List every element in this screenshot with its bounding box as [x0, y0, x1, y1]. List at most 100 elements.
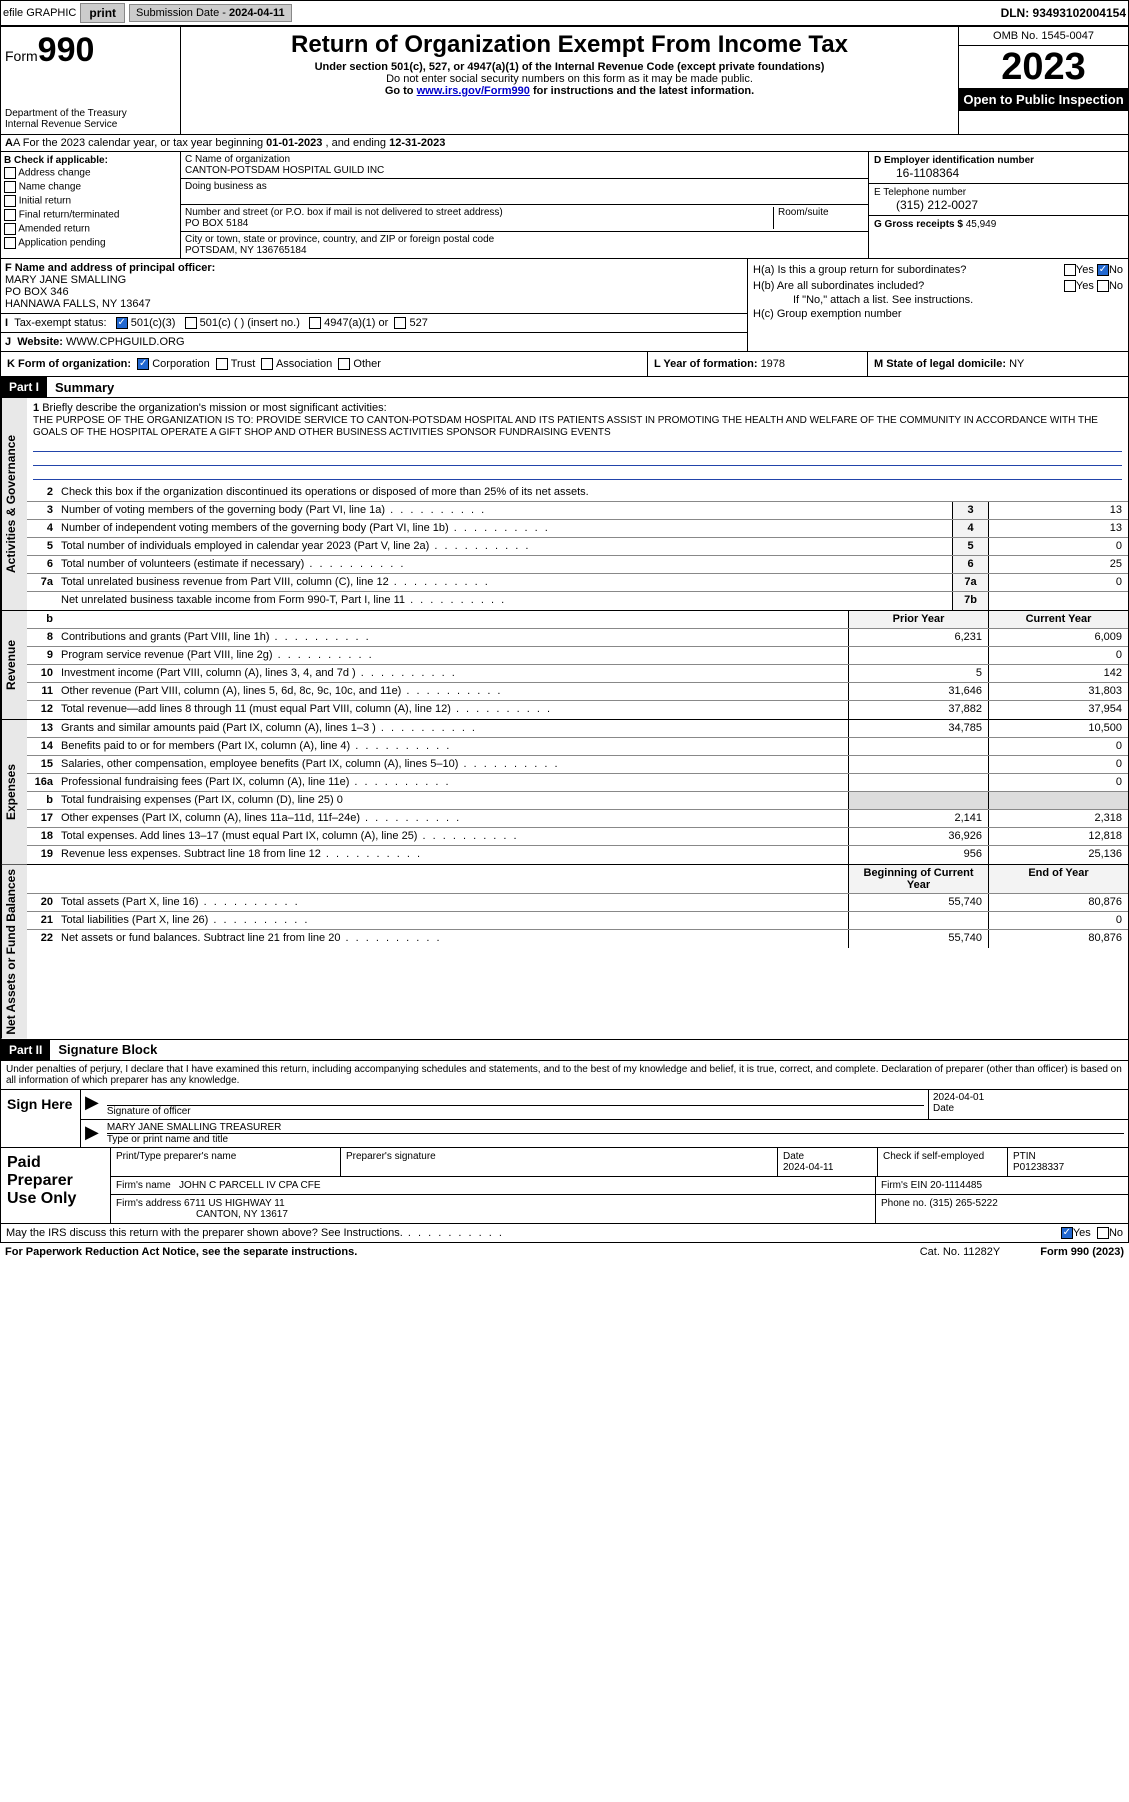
summary-line: 9Program service revenue (Part VIII, lin… [27, 647, 1128, 665]
submission-date: Submission Date - 2024-04-11 [129, 4, 292, 22]
identity-block: B Check if applicable: Address change Na… [0, 152, 1129, 259]
summary-line: 6Total number of volunteers (estimate if… [27, 556, 1128, 574]
cb-trust[interactable] [216, 358, 228, 370]
phone: (315) 212-0027 [874, 198, 1123, 212]
summary-line: 21Total liabilities (Part X, line 26)0 [27, 912, 1128, 930]
cb-other[interactable] [338, 358, 350, 370]
vtab-expenses: Expenses [1, 720, 27, 864]
subtitle-1: Under section 501(c), 527, or 4947(a)(1)… [185, 61, 954, 73]
summary-line: 13Grants and similar amounts paid (Part … [27, 720, 1128, 738]
firm-phone: (315) 265-5222 [929, 1198, 997, 1209]
form-header: Form990 Department of the Treasury Inter… [0, 26, 1129, 135]
summary-line: 12Total revenue—add lines 8 through 11 (… [27, 701, 1128, 719]
form-id: Form990 Department of the Treasury Inter… [1, 27, 181, 134]
form-title: Return of Organization Exempt From Incom… [185, 31, 954, 59]
col-de: D Employer identification number 16-1108… [868, 152, 1128, 258]
cb-4947[interactable] [309, 317, 321, 329]
officer-name: MARY JANE SMALLING [5, 274, 126, 286]
subtitle-2: Do not enter social security numbers on … [185, 73, 954, 85]
summary-line: 5Total number of individuals employed in… [27, 538, 1128, 556]
ha-no[interactable]: ✓ [1097, 264, 1109, 276]
irs-discuss: May the IRS discuss this return with the… [0, 1224, 1129, 1243]
paperwork-footer: For Paperwork Reduction Act Notice, see … [0, 1243, 1129, 1261]
ptin: P01238337 [1013, 1162, 1064, 1173]
top-bar: efile GRAPHIC print Submission Date - 20… [0, 0, 1129, 26]
cb-527[interactable] [394, 317, 406, 329]
section-netassets: Net Assets or Fund Balances Beginning of… [0, 865, 1129, 1040]
summary-line: 19Revenue less expenses. Subtract line 1… [27, 846, 1128, 864]
summary-line: 18Total expenses. Add lines 13–17 (must … [27, 828, 1128, 846]
omb-number: OMB No. 1545-0047 [959, 27, 1128, 46]
summary-line: 16aProfessional fundraising fees (Part I… [27, 774, 1128, 792]
summary-line: 7aTotal unrelated business revenue from … [27, 574, 1128, 592]
cb-final-return[interactable]: Final return/terminated [4, 208, 177, 222]
summary-line: 10Investment income (Part VIII, column (… [27, 665, 1128, 683]
sign-date: 2024-04-01 [933, 1092, 1124, 1103]
ein: 16-1108364 [874, 166, 1123, 180]
org-name: CANTON-POTSDAM HOSPITAL GUILD INC [185, 165, 864, 176]
cb-initial-return[interactable]: Initial return [4, 194, 177, 208]
vtab-revenue: Revenue [1, 611, 27, 719]
tax-year-line: AA For the 2023 calendar year, or tax ye… [0, 135, 1129, 152]
summary-line: 20Total assets (Part X, line 16)55,74080… [27, 894, 1128, 912]
summary-line: Net unrelated business taxable income fr… [27, 592, 1128, 610]
ha-yes[interactable] [1064, 264, 1076, 276]
open-public-badge: Open to Public Inspection [959, 88, 1128, 111]
form-number: Form 990 (2023) [1040, 1246, 1124, 1258]
preparer-block: Paid Preparer Use Only Print/Type prepar… [0, 1148, 1129, 1224]
tax-year: 2023 [959, 46, 1128, 88]
col-b-checkboxes: B Check if applicable: Address change Na… [1, 152, 181, 258]
mission-text: THE PURPOSE OF THE ORGANIZATION IS TO: P… [33, 415, 1098, 438]
vtab-netassets: Net Assets or Fund Balances [1, 865, 27, 1039]
declaration-text: Under penalties of perjury, I declare th… [0, 1061, 1129, 1090]
discuss-no[interactable] [1097, 1227, 1109, 1239]
summary-line: 11Other revenue (Part VIII, column (A), … [27, 683, 1128, 701]
summary-line: 22Net assets or fund balances. Subtract … [27, 930, 1128, 948]
section-expenses: Expenses 13Grants and similar amounts pa… [0, 720, 1129, 865]
hb-no[interactable] [1097, 280, 1109, 292]
instructions-link[interactable]: www.irs.gov/Form990 [417, 85, 530, 97]
hb-yes[interactable] [1064, 280, 1076, 292]
dln: DLN: 93493102004154 [1001, 6, 1126, 20]
discuss-yes[interactable]: ✓ [1061, 1227, 1073, 1239]
vtab-governance: Activities & Governance [1, 398, 27, 610]
cb-address-change[interactable]: Address change [4, 166, 177, 180]
summary-line: 8Contributions and grants (Part VIII, li… [27, 629, 1128, 647]
mission-block: 1 Briefly describe the organization's mi… [27, 398, 1128, 484]
firm-ein: 20-1114485 [930, 1180, 982, 1191]
cb-name-change[interactable]: Name change [4, 180, 177, 194]
gross-receipts: 45,949 [966, 219, 997, 230]
cb-app-pending[interactable]: Application pending [4, 236, 177, 250]
prep-date: 2024-04-11 [783, 1162, 833, 1173]
cat-no: Cat. No. 11282Y [920, 1246, 1001, 1258]
goto-line: Go to www.irs.gov/Form990 for instructio… [185, 85, 954, 97]
summary-line: bTotal fundraising expenses (Part IX, co… [27, 792, 1128, 810]
summary-line: 14Benefits paid to or for members (Part … [27, 738, 1128, 756]
summary-line: 4Number of independent voting members of… [27, 520, 1128, 538]
section-governance: Activities & Governance 1 Briefly descri… [0, 398, 1129, 611]
col-c-name: C Name of organization CANTON-POTSDAM HO… [181, 152, 868, 258]
section-revenue: Revenue bPrior YearCurrent Year 8Contrib… [0, 611, 1129, 720]
row-klm: K Form of organization: ✓ Corporation Tr… [0, 352, 1129, 377]
summary-line: 15Salaries, other compensation, employee… [27, 756, 1128, 774]
officer-signed: MARY JANE SMALLING TREASURER [107, 1122, 1124, 1134]
print-button[interactable]: print [80, 3, 125, 23]
state-domicile: NY [1009, 358, 1024, 370]
cb-amended[interactable]: Amended return [4, 222, 177, 236]
summary-line: 3Number of voting members of the governi… [27, 502, 1128, 520]
arrow-icon: ▶ [81, 1090, 103, 1119]
cb-corp[interactable]: ✓ [137, 358, 149, 370]
website: WWW.CPHGUILD.ORG [66, 336, 185, 348]
group-return: H(a) Is this a group return for subordin… [748, 259, 1128, 351]
dept-label: Department of the Treasury Internal Reve… [5, 108, 176, 130]
cb-assoc[interactable] [261, 358, 273, 370]
sign-block: Sign Here ▶ Signature of officer 2024-04… [0, 1090, 1129, 1148]
summary-line: 17Other expenses (Part IX, column (A), l… [27, 810, 1128, 828]
firm-name: JOHN C PARCELL IV CPA CFE [179, 1180, 321, 1191]
cb-501c[interactable] [185, 317, 197, 329]
org-city: POTSDAM, NY 136765184 [185, 245, 864, 256]
part2-header: Part II Signature Block [0, 1040, 1129, 1061]
officer-block: F Name and address of principal officer:… [0, 259, 1129, 352]
arrow-icon: ▶ [81, 1120, 103, 1147]
cb-501c3[interactable]: ✓ [116, 317, 128, 329]
